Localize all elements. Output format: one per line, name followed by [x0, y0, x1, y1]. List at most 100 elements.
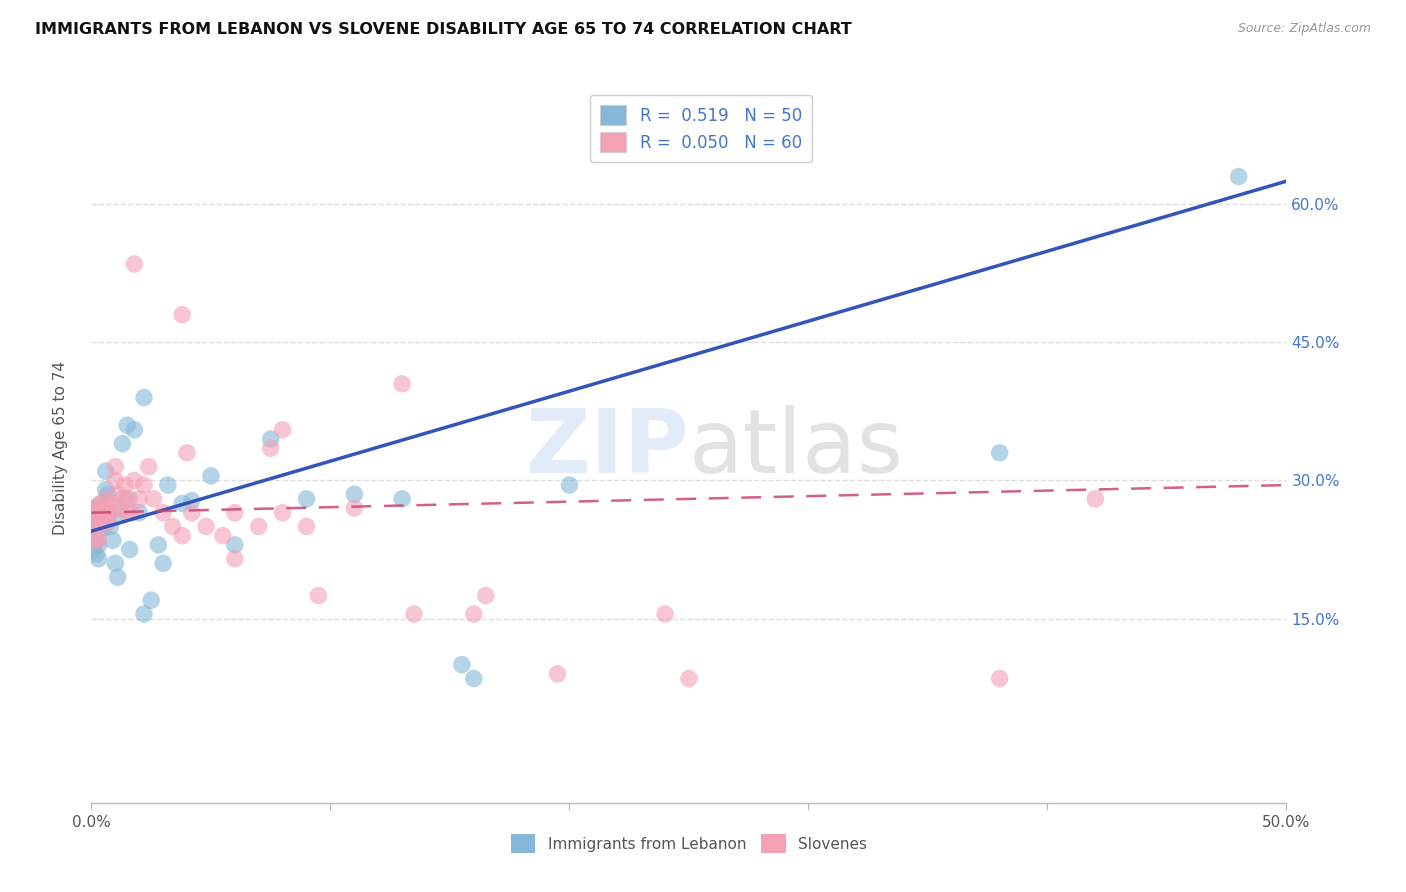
- Point: [148, 538, 170, 552]
- Point: [115, 418, 138, 433]
- Point: [463, 607, 485, 621]
- Point: [94, 506, 117, 520]
- Point: [391, 491, 413, 506]
- Point: [90, 510, 112, 524]
- Point: [224, 538, 246, 552]
- Point: [104, 459, 127, 474]
- Point: [104, 474, 127, 488]
- Point: [247, 519, 270, 533]
- Point: [259, 441, 281, 455]
- Point: [307, 589, 329, 603]
- Point: [87, 510, 110, 524]
- Point: [83, 529, 105, 543]
- Point: [180, 506, 202, 520]
- Point: [90, 496, 112, 510]
- Point: [124, 423, 146, 437]
- Point: [83, 501, 105, 516]
- Point: [104, 557, 127, 571]
- Text: ZIP: ZIP: [526, 405, 689, 491]
- Point: [200, 468, 222, 483]
- Point: [121, 506, 143, 520]
- Point: [108, 506, 131, 520]
- Point: [195, 519, 218, 533]
- Point: [654, 607, 676, 621]
- Point: [83, 533, 105, 548]
- Point: [132, 607, 155, 621]
- Point: [547, 666, 569, 681]
- Point: [152, 557, 174, 571]
- Point: [94, 491, 117, 506]
- Point: [1227, 169, 1250, 184]
- Point: [84, 506, 107, 520]
- Point: [162, 519, 184, 533]
- Point: [111, 436, 134, 450]
- Point: [474, 589, 498, 603]
- Point: [84, 529, 107, 543]
- Point: [97, 501, 120, 516]
- Point: [176, 446, 198, 460]
- Point: [87, 524, 110, 538]
- Point: [138, 459, 160, 474]
- Point: [124, 474, 146, 488]
- Point: [988, 672, 1011, 686]
- Point: [1084, 491, 1107, 506]
- Legend: Immigrants from Lebanon, Slovenes: Immigrants from Lebanon, Slovenes: [505, 828, 873, 859]
- Point: [172, 308, 194, 322]
- Point: [118, 542, 141, 557]
- Point: [271, 423, 294, 437]
- Point: [224, 506, 246, 520]
- Text: IMMIGRANTS FROM LEBANON VS SLOVENE DISABILITY AGE 65 TO 74 CORRELATION CHART: IMMIGRANTS FROM LEBANON VS SLOVENE DISAB…: [35, 22, 852, 37]
- Point: [107, 570, 129, 584]
- Point: [141, 593, 162, 607]
- Point: [295, 519, 318, 533]
- Text: atlas: atlas: [689, 405, 904, 491]
- Point: [115, 491, 138, 506]
- Point: [97, 506, 120, 520]
- Text: Source: ZipAtlas.com: Source: ZipAtlas.com: [1237, 22, 1371, 36]
- Point: [343, 501, 366, 516]
- Point: [132, 391, 155, 405]
- Point: [84, 515, 107, 529]
- Point: [87, 533, 110, 548]
- Point: [100, 506, 122, 520]
- Point: [87, 551, 110, 566]
- Point: [101, 496, 124, 510]
- Point: [142, 491, 165, 506]
- Point: [84, 547, 107, 561]
- Point: [211, 529, 233, 543]
- Point: [118, 491, 141, 506]
- Point: [84, 519, 107, 533]
- Point: [124, 257, 146, 271]
- Point: [83, 519, 105, 533]
- Point: [84, 533, 107, 548]
- Point: [132, 478, 155, 492]
- Point: [114, 478, 136, 492]
- Point: [115, 506, 138, 520]
- Y-axis label: Disability Age 65 to 74: Disability Age 65 to 74: [53, 361, 67, 535]
- Point: [101, 533, 124, 548]
- Point: [295, 491, 318, 506]
- Point: [404, 607, 426, 621]
- Point: [94, 483, 117, 497]
- Point: [83, 506, 105, 520]
- Point: [108, 501, 131, 516]
- Point: [172, 529, 194, 543]
- Point: [463, 672, 485, 686]
- Point: [93, 506, 114, 520]
- Point: [128, 506, 150, 520]
- Point: [87, 506, 110, 520]
- Point: [152, 506, 174, 520]
- Point: [94, 464, 117, 478]
- Point: [558, 478, 581, 492]
- Point: [111, 491, 134, 506]
- Point: [93, 501, 114, 516]
- Point: [84, 501, 107, 516]
- Point: [224, 551, 246, 566]
- Point: [100, 519, 122, 533]
- Point: [90, 515, 112, 529]
- Point: [172, 496, 194, 510]
- Point: [678, 672, 700, 686]
- Point: [180, 493, 202, 508]
- Point: [391, 376, 413, 391]
- Point: [90, 496, 112, 510]
